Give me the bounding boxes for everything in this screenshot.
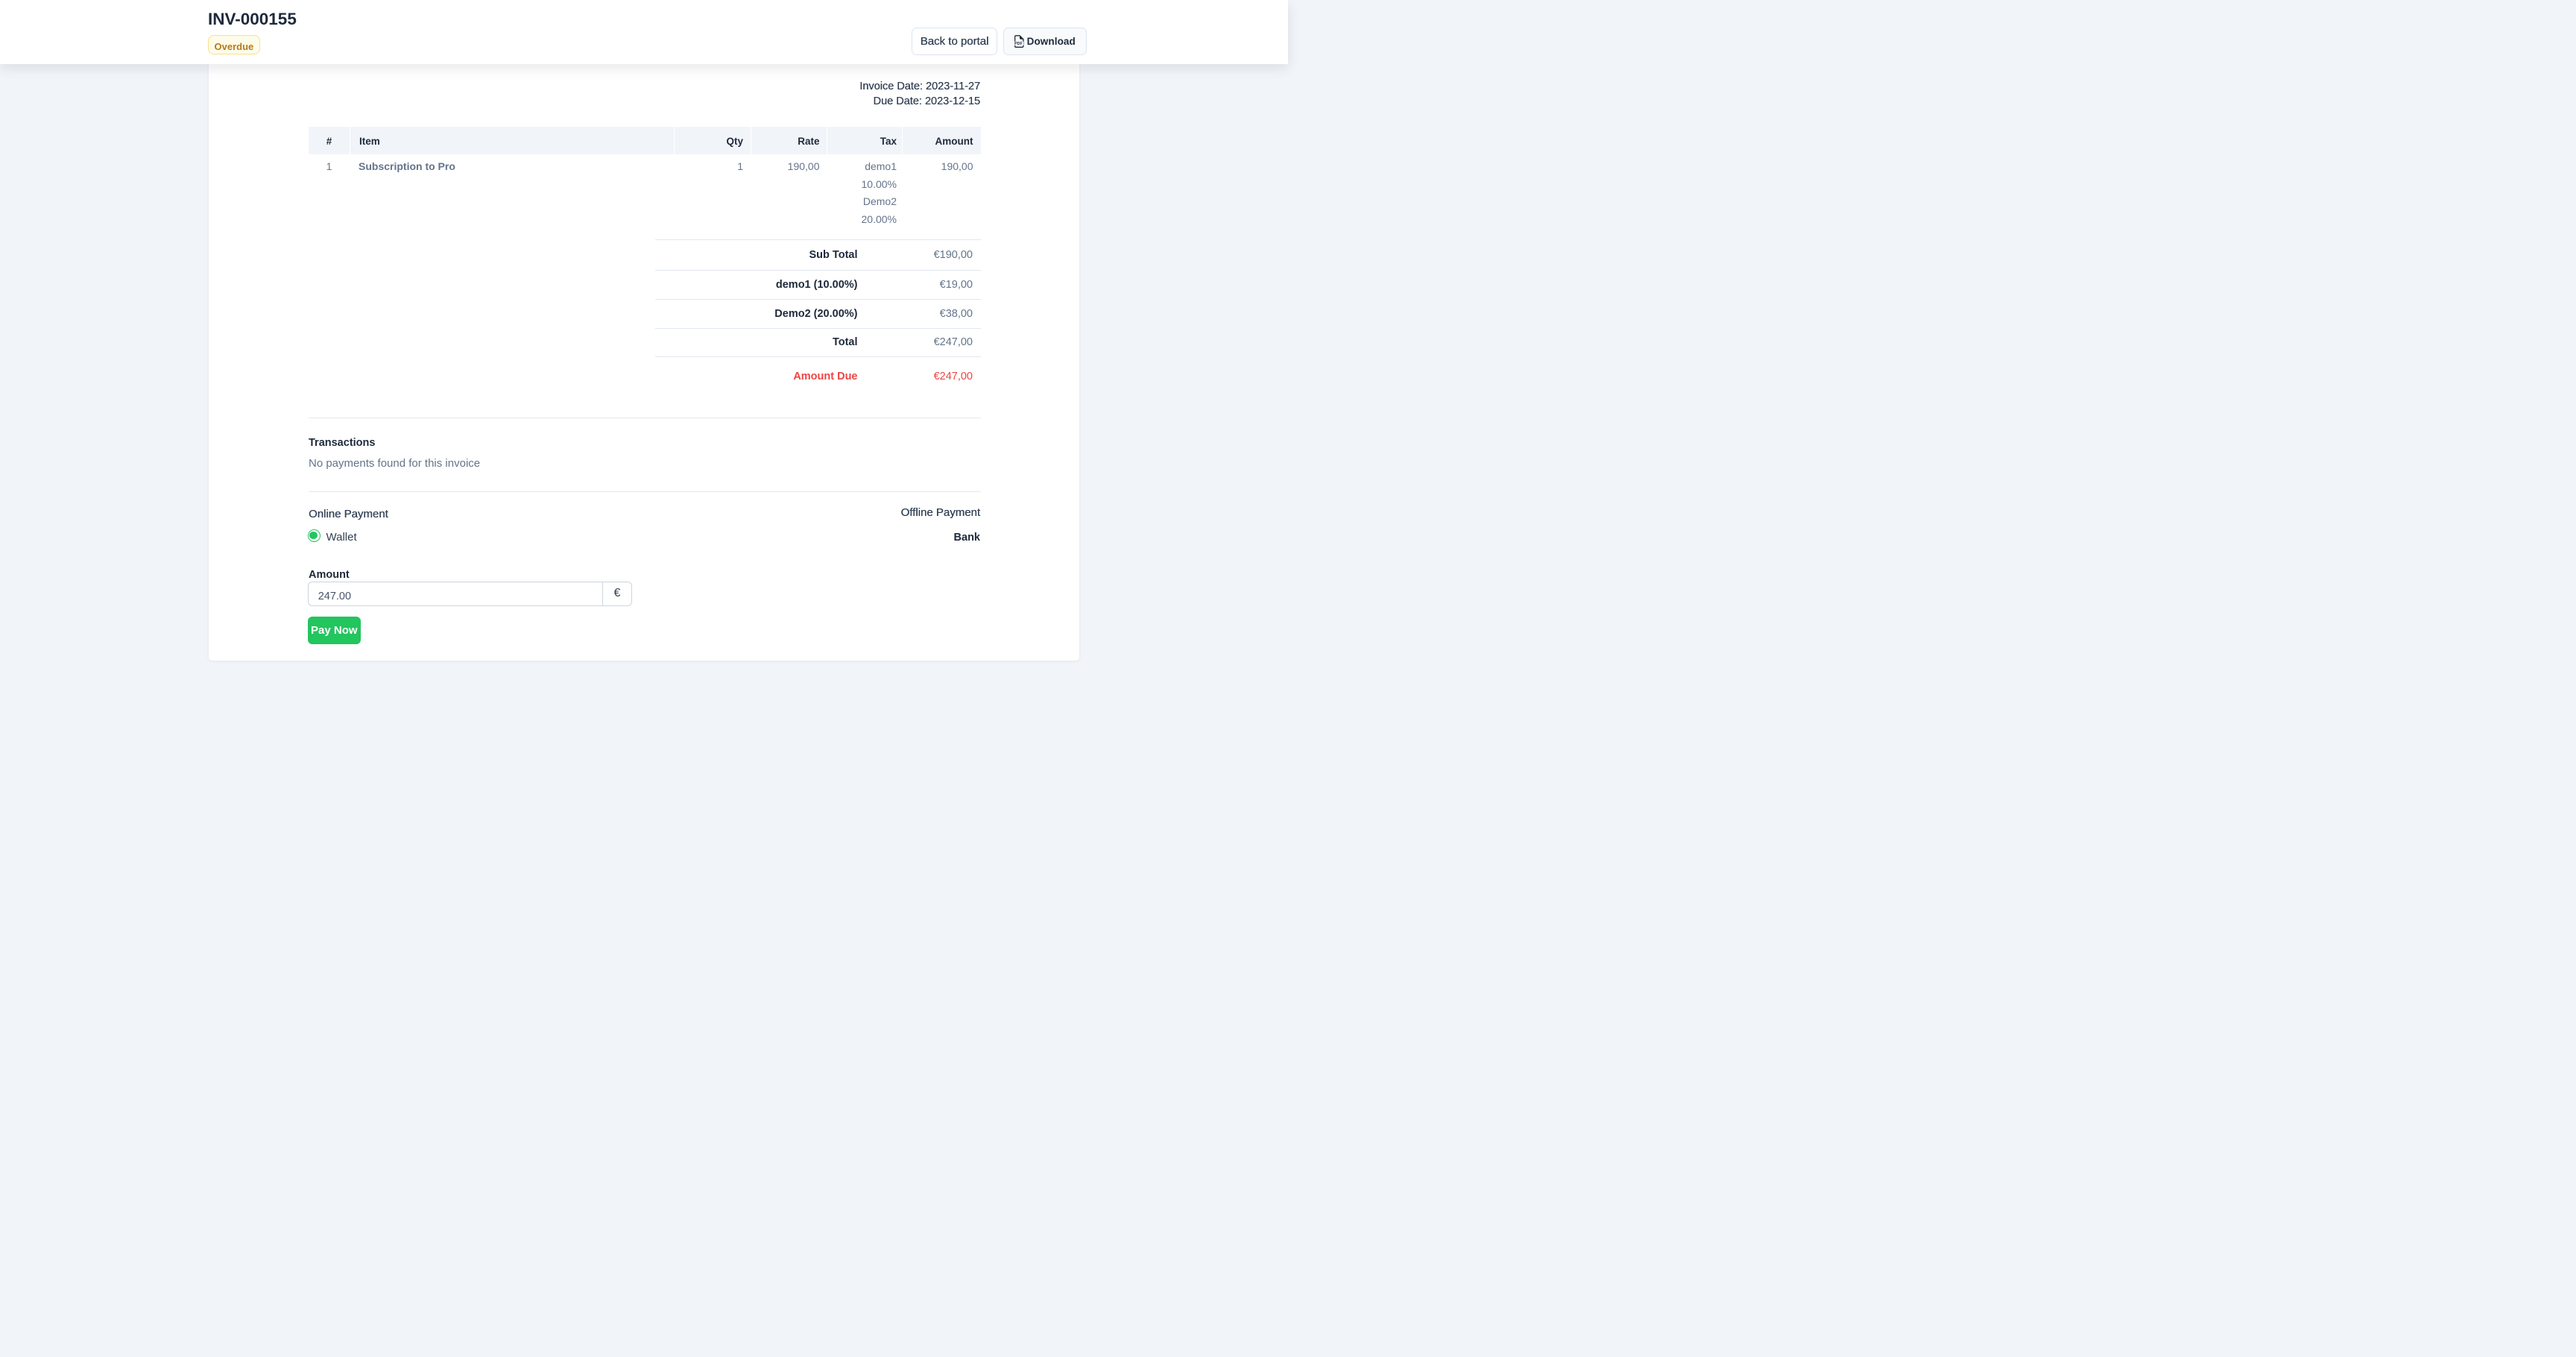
svg-text:PDF: PDF [1014, 42, 1023, 46]
